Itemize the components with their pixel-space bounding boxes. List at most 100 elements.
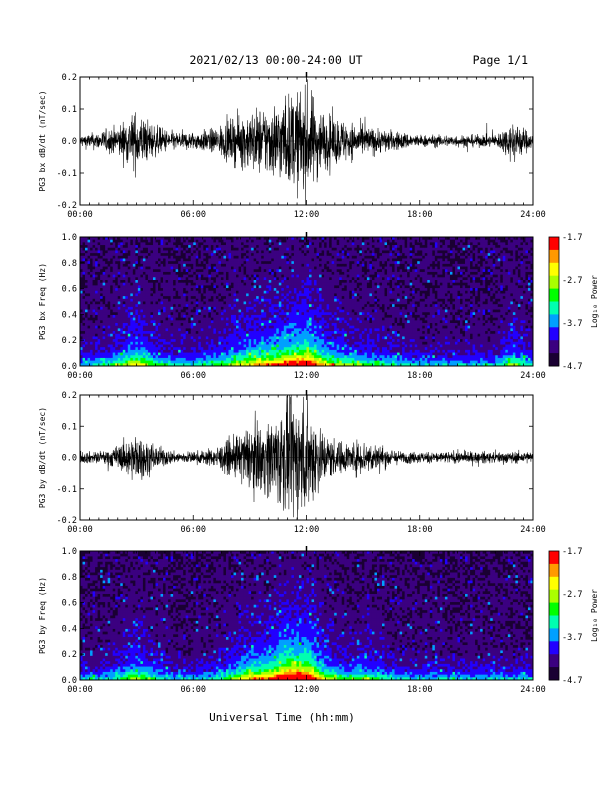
spectrogram-cell	[298, 344, 302, 348]
spectrogram-cell	[188, 271, 192, 276]
spectrogram-cell	[266, 261, 270, 265]
spectrogram-cell	[95, 258, 99, 262]
spectrogram-cell	[256, 336, 260, 340]
spectrogram-cell	[195, 263, 199, 267]
spectrogram-cell	[130, 290, 134, 294]
spectrogram-cell	[150, 339, 154, 343]
spectrogram-cell	[248, 255, 252, 259]
spectrogram-cell	[140, 325, 144, 329]
spectrogram-cell	[316, 269, 320, 273]
spectrogram-cell	[127, 280, 131, 284]
spectrogram-cell	[173, 306, 177, 310]
spectrogram-cell	[130, 355, 134, 359]
spectrogram-cell	[236, 261, 239, 265]
spectrogram-cell	[163, 341, 166, 345]
spectrogram-cell	[253, 298, 257, 302]
spectrogram-cell	[228, 242, 232, 246]
spectrogram-cell	[241, 312, 244, 316]
spectrogram-cell	[231, 355, 234, 359]
spectrogram-cell	[140, 312, 144, 316]
spectrogram-cell	[178, 298, 182, 302]
spectrogram-cell	[236, 304, 239, 308]
spectrogram-cell	[268, 293, 272, 297]
spectrogram-cell	[205, 285, 209, 289]
spectrogram-cell	[90, 255, 93, 259]
spectrogram-cell	[251, 317, 255, 321]
spectrogram-cell	[238, 258, 242, 262]
spectrogram-cell	[125, 274, 129, 278]
spectrogram-cell	[115, 314, 119, 319]
spectrogram-cell	[100, 301, 104, 305]
spectrogram-cell	[233, 301, 237, 305]
spectrogram-cell	[220, 253, 224, 257]
spectrogram-cell	[281, 304, 285, 308]
spectrogram-cell	[215, 336, 219, 340]
spectrogram-cell	[278, 341, 282, 345]
spectrogram-cell	[188, 325, 192, 329]
spectrogram-cell	[314, 247, 317, 251]
spectrogram-cell	[278, 296, 282, 300]
spectrogram-cell	[314, 355, 317, 359]
spectrogram-cell	[120, 336, 124, 340]
spectrogram-cell	[170, 363, 174, 367]
spectrogram-cell	[273, 357, 277, 362]
spectrogram-cell	[231, 298, 234, 302]
spectrogram-cell	[233, 242, 237, 246]
spectrogram-cell	[303, 261, 307, 265]
spectrogram-cell	[163, 247, 166, 251]
spectrogram-cell	[316, 266, 320, 270]
spectrogram-cell	[168, 320, 171, 324]
spectrogram-cell	[314, 304, 317, 308]
spectrogram-cell	[314, 296, 317, 300]
spectrogram-cell	[110, 317, 114, 321]
spectrogram-cell	[225, 263, 229, 267]
spectrogram-cell	[145, 355, 149, 359]
spectrogram-cell	[87, 247, 91, 251]
spectrogram-cell	[273, 312, 277, 316]
spectrogram-cell	[200, 274, 204, 278]
spectrogram-cell	[160, 341, 164, 345]
spectrogram-cell	[92, 261, 96, 265]
spectrogram-cell	[198, 263, 202, 267]
spectrogram-cell	[107, 269, 111, 273]
spectrogram-cell	[107, 288, 111, 292]
spectrogram-cell	[107, 290, 111, 294]
spectrogram-cell	[168, 255, 171, 259]
spectrogram-cell	[175, 306, 179, 310]
spectrogram-cell	[195, 304, 199, 308]
spectrogram-cell	[117, 255, 121, 259]
spectrogram-cell	[90, 282, 93, 286]
spectrogram-cell	[278, 239, 282, 243]
spectrogram-cell	[291, 360, 295, 364]
spectrogram-cell	[105, 357, 109, 362]
spectrogram-cell	[303, 339, 307, 343]
spectrogram-cell	[329, 352, 333, 356]
spectrogram-cell	[233, 333, 237, 337]
spectrogram-cell	[291, 317, 295, 321]
spectrogram-cell	[246, 239, 250, 243]
spectrogram-cell	[150, 282, 154, 286]
spectrogram-cell	[329, 320, 333, 324]
spectrogram-cell	[231, 328, 234, 332]
spectrogram-cell	[160, 298, 164, 302]
spectrogram-cell	[137, 255, 141, 259]
spectrogram-cell	[200, 328, 204, 332]
spectrogram-cell	[210, 242, 214, 246]
spectrogram-cell	[90, 363, 93, 367]
spectrogram-cell	[130, 277, 134, 281]
spectrogram-cell	[150, 331, 154, 335]
spectrogram-cell	[213, 280, 217, 284]
spectrogram-cell	[326, 352, 330, 356]
spectrogram-cell	[132, 282, 136, 286]
spectrogram-cell	[163, 339, 166, 343]
spectrogram-cell	[293, 288, 297, 292]
spectrogram-cell	[246, 288, 250, 292]
spectrogram-cell	[288, 333, 292, 337]
spectrogram-cell	[248, 258, 252, 262]
spectrogram-cell	[314, 336, 317, 340]
spectrogram-cell	[173, 271, 177, 276]
spectrogram-cell	[256, 298, 260, 302]
spectrogram-cell	[85, 312, 88, 316]
spectrogram-cell	[251, 360, 255, 364]
spectrogram-cell	[122, 355, 126, 359]
